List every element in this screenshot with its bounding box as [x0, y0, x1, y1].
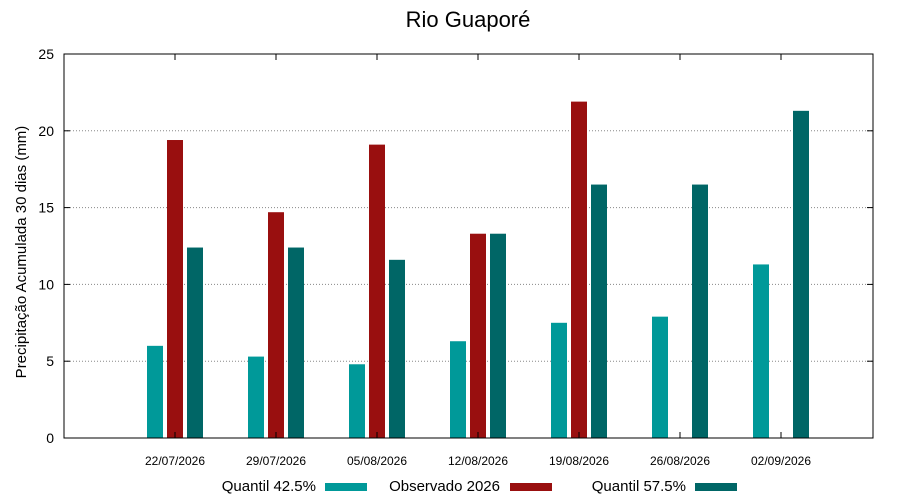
x-tick-label: 05/08/2026 [347, 454, 407, 468]
bar [470, 233, 486, 438]
bar [753, 264, 769, 438]
bar [652, 316, 668, 438]
legend: Quantil 42.5% Observado 2026 Quantil 57.5% [222, 478, 737, 495]
y-tick-label: 15 [38, 200, 54, 216]
y-tick-label: 0 [46, 430, 54, 446]
x-tick-label: 19/08/2026 [549, 454, 609, 468]
legend-swatch [695, 483, 737, 491]
bar [288, 247, 304, 438]
bar [268, 212, 284, 438]
grid-layer [64, 130, 873, 362]
x-axis: 22/07/2026 29/07/2026 05/08/2026 12/08/2026… [145, 54, 811, 468]
chart-title: Rio Guaporé [406, 7, 531, 32]
y-tick-label: 10 [38, 276, 54, 292]
plot-frame [63, 53, 874, 439]
legend-label: Observado 2026 [389, 478, 500, 495]
bar [187, 247, 203, 438]
bar [248, 356, 264, 438]
bar [147, 345, 163, 438]
y-axis-label: Precipitação Acumulada 30 dias (mm) [13, 126, 30, 379]
x-tick-label: 12/08/2026 [448, 454, 508, 468]
y-tick-label: 5 [46, 353, 54, 369]
bar [793, 110, 809, 438]
bar [369, 144, 385, 438]
bar [450, 341, 466, 438]
bar [389, 259, 405, 438]
bars-layer [147, 101, 809, 439]
bar [167, 140, 183, 439]
bar [490, 233, 506, 438]
legend-swatch [510, 483, 552, 491]
x-tick-label: 26/08/2026 [650, 454, 710, 468]
bar [692, 184, 708, 438]
y-axis: 0 5 10 15 20 25 [38, 46, 873, 446]
legend-label: Quantil 42.5% [222, 478, 316, 495]
x-tick-label: 02/09/2026 [751, 454, 811, 468]
bar [349, 364, 365, 438]
legend-swatch [325, 483, 367, 491]
x-tick-label: 22/07/2026 [145, 454, 205, 468]
legend-label: Quantil 57.5% [592, 478, 686, 495]
bar [591, 184, 607, 438]
bar [571, 101, 587, 438]
x-tick-label: 29/07/2026 [246, 454, 306, 468]
y-tick-label: 25 [38, 46, 54, 62]
y-tick-label: 20 [38, 123, 54, 139]
bar [551, 322, 567, 438]
